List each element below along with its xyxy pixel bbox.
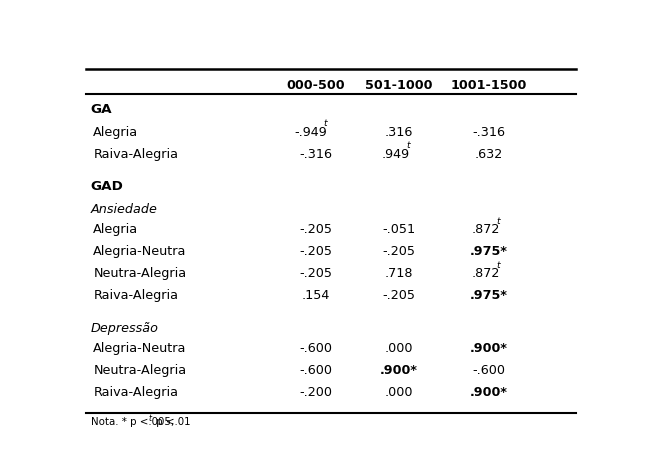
Text: .900*: .900* [380,364,417,377]
Text: .000: .000 [384,386,413,399]
Text: Alegria-Neutra: Alegria-Neutra [93,245,187,258]
Text: -.205: -.205 [382,289,415,302]
Text: -.600: -.600 [472,364,505,377]
Text: Neutra-Alegria: Neutra-Alegria [93,267,187,280]
Text: .949: .949 [382,148,410,161]
Text: Alegria-Neutra: Alegria-Neutra [93,342,187,355]
Text: .872: .872 [472,267,500,280]
Text: GAD: GAD [90,180,123,193]
Text: Raiva-Alegria: Raiva-Alegria [93,148,178,161]
Text: -.600: -.600 [300,342,333,355]
Text: .975*: .975* [470,245,508,258]
Text: -.600: -.600 [300,364,333,377]
Text: t: t [149,414,151,423]
Text: Alegria: Alegria [93,126,138,139]
Text: .900*: .900* [470,342,508,355]
Text: -.205: -.205 [300,245,333,258]
Text: -.200: -.200 [300,386,333,399]
Text: .900*: .900* [470,386,508,399]
Text: .975*: .975* [470,289,508,302]
Text: Ansiedade: Ansiedade [90,203,158,216]
Text: -.949: -.949 [295,126,327,139]
Text: 501-1000: 501-1000 [365,79,432,92]
Text: -.205: -.205 [382,245,415,258]
Text: t: t [496,261,500,270]
Text: .718: .718 [384,267,413,280]
Text: Raiva-Alegria: Raiva-Alegria [93,289,178,302]
Text: -.316: -.316 [300,148,333,161]
Text: .316: .316 [384,126,413,139]
Text: -.205: -.205 [300,267,333,280]
Text: p <.01: p <.01 [153,417,191,427]
Text: Depressão: Depressão [90,322,159,335]
Text: t: t [406,141,410,150]
Text: .000: .000 [384,342,413,355]
Text: .154: .154 [302,289,330,302]
Text: .872: .872 [472,223,500,236]
Text: 1001-1500: 1001-1500 [451,79,527,92]
Text: Raiva-Alegria: Raiva-Alegria [93,386,178,399]
Text: t: t [324,119,327,128]
Text: -.051: -.051 [382,223,415,236]
Text: -.316: -.316 [472,126,505,139]
Text: GA: GA [90,103,112,116]
Text: 000-500: 000-500 [287,79,346,92]
Text: .632: .632 [475,148,503,161]
Text: Neutra-Alegria: Neutra-Alegria [93,364,187,377]
Text: -.205: -.205 [300,223,333,236]
Text: t: t [496,217,500,226]
Text: Nota. * p <.005;: Nota. * p <.005; [90,417,181,427]
Text: Alegria: Alegria [93,223,138,236]
